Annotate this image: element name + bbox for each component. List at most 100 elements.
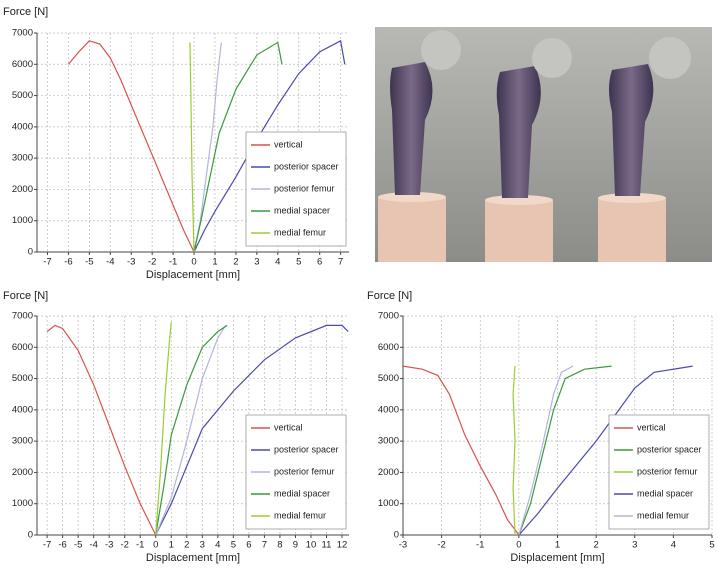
y-tick-label: 1000 [378, 498, 399, 509]
legend-label: posterior spacer [274, 161, 339, 171]
legend-label: medial femur [637, 510, 689, 520]
y-tick-label: 1000 [12, 498, 33, 509]
x-tick-label: 9 [293, 540, 298, 551]
femur-specimen [598, 37, 691, 262]
x-tick-label: -7 [43, 257, 51, 268]
x-tick-label: -1 [136, 540, 144, 551]
bone [496, 66, 541, 198]
femur-specimen [485, 38, 572, 262]
y-tick-label: 0 [28, 530, 33, 541]
x-tick-label: 4 [215, 540, 220, 551]
legend-label: posterior femur [274, 466, 335, 476]
x-tick-label: -2 [437, 540, 445, 551]
series-line [518, 365, 693, 536]
x-tick-label: 0 [516, 540, 521, 551]
y-axis-label: Force [N] [3, 6, 48, 18]
x-tick-label: -4 [106, 257, 114, 268]
x-tick-label: -2 [148, 257, 156, 268]
x-tick-label: 11 [322, 540, 332, 551]
y-tick-label: 5000 [12, 90, 33, 101]
series-line [193, 39, 346, 253]
legend-label: medial femur [274, 227, 326, 237]
x-tick-label: -5 [74, 540, 82, 551]
y-tick-label: 6000 [12, 342, 33, 353]
x-tick-label: 0 [153, 540, 158, 551]
x-tick-label: 12 [337, 540, 348, 551]
y-tick-label: 4000 [12, 121, 33, 132]
y-tick-label: 5000 [12, 373, 33, 384]
series-line [518, 365, 574, 536]
series-line [155, 325, 227, 536]
x-tick-label: 5 [231, 540, 236, 551]
y-tick-label: 1000 [12, 215, 33, 226]
x-tick-label: -3 [399, 540, 407, 551]
legend-label: posterior femur [274, 183, 335, 193]
legend-label: medial femur [274, 510, 326, 520]
series-line [67, 40, 195, 253]
base [598, 198, 666, 262]
x-tick-label: 6 [317, 257, 322, 268]
y-tick-label: 2000 [12, 467, 33, 478]
x-tick-label: 2 [184, 540, 189, 551]
x-tick-label: 0 [191, 257, 196, 268]
x-tick-label: -4 [89, 540, 97, 551]
x-tick-label: 8 [277, 540, 282, 551]
series-line [512, 366, 516, 536]
legend-label: medial spacer [637, 488, 693, 498]
x-tick-label: 5 [709, 540, 714, 551]
x-tick-label: 5 [296, 257, 301, 268]
x-tick-label: -6 [58, 540, 66, 551]
x-tick-label: 7 [338, 257, 343, 268]
bone [609, 64, 654, 196]
base [485, 200, 553, 262]
series-line [402, 365, 520, 536]
x-tick-label: -2 [120, 540, 128, 551]
x-tick-label: -7 [43, 540, 51, 551]
x-tick-label: 2 [233, 257, 238, 268]
x-tick-label: 2 [593, 540, 598, 551]
x-axis-label: Displacement [mm] [146, 269, 240, 281]
femur-specimen [378, 30, 461, 262]
legend: vertical posterior spacer posterior femur m… [245, 131, 347, 247]
x-axis-label: Displacement [mm] [146, 552, 240, 564]
legend-label: medial spacer [274, 488, 330, 498]
bone [390, 62, 433, 195]
y-tick-label: 2000 [378, 467, 399, 478]
y-tick-label: 3000 [12, 153, 33, 164]
y-tick-label: 7000 [378, 311, 399, 322]
series-line [189, 42, 195, 253]
y-tick-label: 3000 [12, 436, 33, 447]
head [649, 37, 691, 79]
x-tick-label: 1 [169, 540, 174, 551]
x-tick-label: 3 [200, 540, 205, 551]
legend-label: medial spacer [274, 205, 330, 215]
y-tick-label: 4000 [378, 404, 399, 415]
x-tick-label: -6 [64, 257, 72, 268]
series-line [46, 324, 157, 536]
y-tick-label: 6000 [12, 59, 33, 70]
y-tick-label: 3000 [378, 436, 399, 447]
x-tick-label: -5 [85, 257, 93, 268]
y-tick-label: 0 [394, 530, 399, 541]
legend-label: posterior spacer [637, 444, 702, 454]
legend-label: vertical [637, 422, 666, 432]
x-tick-label: -1 [169, 257, 177, 268]
x-tick-label: -3 [105, 540, 113, 551]
photo [375, 27, 712, 262]
legend: vertical posterior spacer posterior femur m… [245, 414, 347, 530]
x-tick-label: 3 [632, 540, 637, 551]
series-line [155, 324, 228, 536]
x-tick-label: -1 [476, 540, 484, 551]
head [421, 30, 461, 70]
x-tick-label: 7 [262, 540, 267, 551]
series-line [155, 324, 349, 536]
y-tick-label: 0 [28, 247, 33, 258]
y-axis-label: Force [N] [3, 290, 48, 302]
chart: Force [N]Displacement [mm]01000200030004… [3, 290, 349, 564]
y-tick-label: 2000 [12, 184, 33, 195]
x-tick-label: -3 [127, 257, 135, 268]
y-axis-label: Force [N] [367, 290, 412, 302]
x-tick-label: 10 [306, 540, 317, 551]
y-tick-label: 6000 [378, 342, 399, 353]
y-tick-label: 7000 [12, 28, 33, 39]
